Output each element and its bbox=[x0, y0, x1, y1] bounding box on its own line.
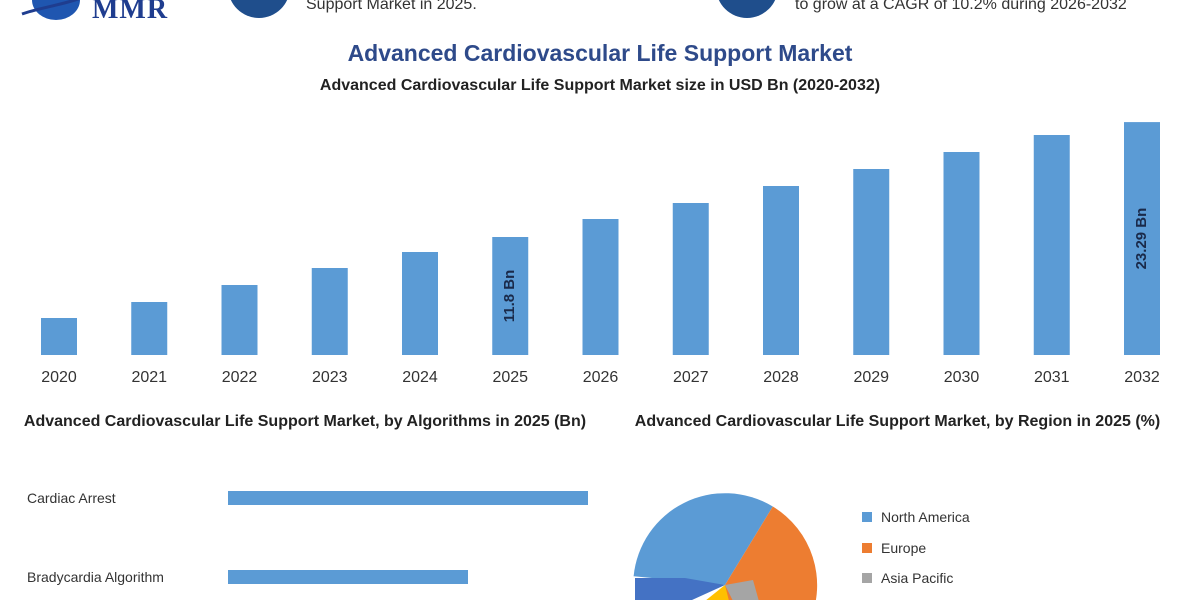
pie-slice-dark-blue bbox=[635, 578, 725, 600]
x-tick-label-2029: 2029 bbox=[853, 369, 889, 386]
market-size-bar-chart: 2020 2021 2022 2023 2024 2025 11.8 Bn 2026 2027 2… bbox=[41, 122, 1160, 386]
legend-label-north-america: North America bbox=[881, 509, 970, 525]
bar-2022 bbox=[221, 285, 258, 355]
header-right-snippet: to grow at a CAGR of 10.2% during 2026-2… bbox=[795, 0, 1127, 13]
header-left-snippet: Support Market in 2025. bbox=[306, 0, 477, 13]
x-tick-label-2020: 2020 bbox=[41, 369, 77, 386]
legend-europe: Europe bbox=[862, 540, 926, 556]
algorithms-bar-chart bbox=[228, 491, 588, 584]
bar-2032 bbox=[1124, 122, 1160, 355]
stat-circle-icon bbox=[228, 0, 290, 18]
bar-2024 bbox=[402, 252, 438, 355]
legend-label-asia-pacific: Asia Pacific bbox=[881, 570, 954, 586]
pie-slice-asia-pacific bbox=[725, 580, 759, 600]
x-tick-label-2023: 2023 bbox=[312, 369, 348, 386]
bar-2026 bbox=[582, 219, 619, 355]
legend-north-america: North America bbox=[862, 509, 970, 525]
algorithms-chart-title: Advanced Cardiovascular Life Support Mar… bbox=[23, 413, 587, 430]
logo-text: MMR bbox=[92, 0, 169, 25]
x-tick-label-2025: 2025 bbox=[492, 369, 528, 386]
bar-2029 bbox=[853, 169, 890, 355]
x-tick-label-2028: 2028 bbox=[763, 369, 799, 386]
bar-2025 bbox=[492, 237, 529, 355]
bar-2021 bbox=[131, 302, 168, 355]
legend-asia-pacific: Asia Pacific bbox=[862, 570, 953, 586]
pie-slice-yellow bbox=[706, 585, 729, 600]
x-tick-label-2031: 2031 bbox=[1034, 369, 1070, 386]
legend-label-europe: Europe bbox=[881, 540, 927, 556]
legend-swatch-europe bbox=[862, 543, 872, 553]
bar-2031 bbox=[1033, 135, 1070, 355]
x-tick-label-2032: 2032 bbox=[1124, 369, 1160, 386]
chart-subtitle: Advanced Cardiovascular Life Support Mar… bbox=[319, 77, 881, 94]
x-tick-label-2027: 2027 bbox=[673, 369, 709, 386]
hbar-bradycardia-algorithm bbox=[228, 570, 468, 584]
bar-2027 bbox=[672, 203, 709, 355]
pie-slice-europe bbox=[722, 506, 818, 600]
hbar-label-cardiac-arrest: Cardiac Arrest bbox=[27, 490, 116, 506]
bar-2020 bbox=[41, 318, 77, 355]
hbar-label-bradycardia: Bradycardia Algorithm bbox=[27, 569, 164, 585]
bar-2023 bbox=[311, 268, 348, 355]
hbar-cardiac-arrest bbox=[228, 491, 588, 505]
region-pie-chart bbox=[633, 493, 818, 600]
x-tick-label-2026: 2026 bbox=[583, 369, 619, 386]
data-label-2032: 23.29 Bn bbox=[1133, 208, 1150, 270]
x-tick-label-2021: 2021 bbox=[131, 369, 167, 386]
data-label-2025: 11.8 Bn bbox=[501, 270, 518, 323]
bar-2028 bbox=[763, 186, 799, 355]
x-tick-label-2030: 2030 bbox=[944, 369, 980, 386]
x-tick-label-2024: 2024 bbox=[402, 369, 438, 386]
bar-2030 bbox=[943, 152, 980, 355]
x-tick-label-2022: 2022 bbox=[222, 369, 258, 386]
globe-logo-icon bbox=[21, 0, 80, 20]
legend-swatch-asia-pacific bbox=[862, 573, 872, 583]
pie-slice-north-america bbox=[633, 493, 773, 585]
stat-circle-icon bbox=[716, 0, 778, 18]
region-chart-title: Advanced Cardiovascular Life Support Mar… bbox=[634, 413, 1161, 430]
legend-swatch-north-america bbox=[862, 512, 872, 522]
chart-title: Advanced Cardiovascular Life Support Mar… bbox=[347, 40, 853, 66]
